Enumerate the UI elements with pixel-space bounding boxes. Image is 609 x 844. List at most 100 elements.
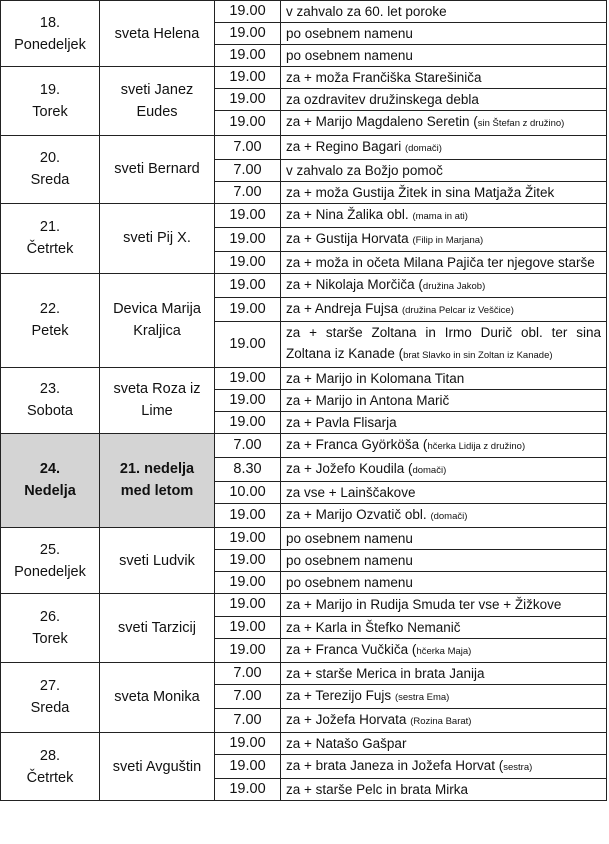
mass-row: 7.00 za + moža Gustija Žitek in sina Matj…	[1, 180, 607, 204]
mass-time: 19.00	[214, 202, 281, 228]
mass-row: 21. Četrtek sveti Pij X. 19.00 za + Nina Žal…	[0, 202, 607, 275]
day-cell: 22. Petek	[0, 273, 100, 368]
day-weekday: Nedelja	[24, 483, 76, 500]
mass-intention: za + Gustija Horvata	[286, 230, 413, 246]
mass-intention: za + Andreja Fujsa	[286, 301, 402, 317]
mass-row: 8.30 za + Jožefo Koudila (domači)	[1, 456, 607, 482]
mass-intention: za + Marijo in Kolomana Titan	[286, 370, 465, 386]
mass-time: 19.00	[214, 44, 281, 68]
mass-row: 24. Nedelja 21. nedelja med letom 7.00 za + …	[0, 432, 607, 529]
mass-intention-cell: za + Franca Györköša (hčerka Lidija z dr…	[280, 432, 607, 458]
mass-intention: za + moža Frančiška Starešiniča	[286, 70, 482, 86]
mass-note: (družina Pelcar iz Veščice)	[401, 305, 514, 317]
mass-row: 19.00 za + Marijo Magdaleno Seretin (sin …	[1, 110, 607, 136]
mass-time: 19.00	[214, 321, 281, 368]
mass-intention-cell: po osebnem namenu	[280, 571, 607, 595]
day-weekday: Sobota	[27, 403, 73, 420]
mass-row: 19.00 za + starše Pelc in brata Mirka	[1, 778, 607, 802]
mass-row: 20. Sreda sveti Bernard 7.00 za + Regino Bag…	[0, 134, 607, 204]
mass-time: 19.00	[214, 251, 281, 275]
mass-intention-cell: za + Nina Žalika obl. (mama in ati)	[280, 202, 607, 228]
mass-time: 19.00	[214, 0, 281, 24]
mass-intention: za + moža in očeta Milana Pajiča ter nje…	[286, 255, 595, 271]
mass-intention: za + moža Gustija Žitek in sina Matjaža …	[286, 184, 555, 200]
mass-time: 10.00	[214, 480, 281, 505]
day-cell: 19. Torek	[0, 66, 100, 136]
mass-note: brat Slavko in sin Zoltan iz Kanade)	[403, 350, 553, 362]
saint-cell: sveti Janez Eudes	[99, 66, 215, 136]
mass-row: 19.00 za + Gustija Horvata (Filip in Marj…	[1, 226, 607, 253]
mass-intention: za + Marijo Ozvatič obl.	[286, 507, 431, 523]
mass-intention: po osebnem namenu	[286, 48, 413, 64]
mass-note: (mama in ati)	[412, 210, 468, 222]
day-cell: 21. Četrtek	[0, 202, 100, 275]
mass-note: hčerka Maja)	[416, 645, 472, 657]
saint-cell: sveta Helena	[99, 0, 215, 68]
saint-cell: Devica Marija Kraljica	[99, 273, 215, 368]
mass-intention: za + Jožefa Horvata	[286, 711, 411, 727]
mass-row: 27. Sreda sveta Monika 7.00 za + starše Meri…	[0, 661, 607, 734]
day-date: 20.	[39, 150, 61, 167]
mass-intention-cell: za + Jožefa Horvata (Rozina Barat)	[280, 707, 607, 734]
day-cell: 26. Torek	[0, 593, 100, 663]
mass-intention: za + Terezijo Fujs	[286, 687, 395, 703]
mass-row: 25. Ponedeljek sveti Ludvik 19.00 po osebnem…	[0, 527, 607, 595]
mass-time: 19.00	[214, 754, 281, 780]
day-date: 21.	[39, 219, 61, 236]
mass-intention: za + Franca Györköša (	[286, 436, 428, 452]
mass-row: 19.00 za + starše Zoltana in Irmo Durič o…	[1, 321, 607, 368]
day-date: 28.	[39, 747, 61, 764]
mass-intention: po osebnem namenu	[286, 553, 413, 569]
mass-schedule-table: 18. Ponedeljek sveta Helena 19.00 v zahvalo …	[0, 0, 607, 802]
mass-time: 19.00	[214, 22, 281, 46]
mass-row: 19.00 za + Marijo Ozvatič obl. (domači)	[1, 503, 607, 529]
mass-intention-cell: za + moža Gustija Žitek in sina Matjaža …	[280, 180, 607, 204]
mass-row: 19. Torek sveti Janez Eudes 19.00 za + moža …	[0, 66, 607, 136]
mass-row: 19.00 za + Karla in Štefko Nemanič	[1, 615, 607, 639]
mass-row: 22. Petek Devica Marija Kraljica 19.00 za + …	[0, 273, 607, 368]
saint-cell: 21. nedelja med letom	[99, 432, 215, 529]
mass-row: 7.00 za + Terezijo Fujs (sestra Ema)	[1, 683, 607, 709]
mass-row: 19.00 po osebnem namenu	[1, 44, 607, 68]
mass-intention-cell: za + Pavla Flisarja	[280, 410, 607, 434]
mass-time: 7.00	[214, 707, 281, 734]
mass-note: (domači)	[404, 142, 442, 154]
mass-row: 19.00 za ozdravitev družinskega debla	[1, 88, 607, 112]
day-cell: 24. Nedelja	[0, 432, 100, 529]
mass-time: 19.00	[214, 410, 281, 434]
mass-time: 19.00	[214, 297, 281, 323]
mass-time: 7.00	[214, 661, 281, 685]
mass-time: 19.00	[214, 110, 281, 136]
day-weekday: Sreda	[30, 172, 70, 189]
saint-cell: sveta Monika	[99, 661, 215, 734]
mass-row: 19.00 po osebnem namenu	[1, 549, 607, 573]
day-date: 18.	[39, 14, 61, 31]
mass-time: 19.00	[214, 571, 281, 595]
mass-time: 19.00	[214, 388, 281, 412]
day-weekday: Torek	[32, 631, 68, 648]
mass-intention-cell: za + Marijo Magdaleno Seretin (sin Štefa…	[280, 110, 607, 136]
mass-row: 26. Torek sveti Tarzicij 19.00 za + Marijo i…	[0, 593, 607, 663]
mass-intention: za + Marijo in Antona Marič	[286, 392, 450, 408]
mass-intention: za + Marijo in Rudija Smuda ter vse + Ži…	[286, 597, 562, 613]
saint-cell: sveti Avguštin	[99, 731, 215, 802]
mass-intention-cell: za + Franca Vučkiča (hčerka Maja)	[280, 637, 607, 663]
mass-time: 19.00	[214, 593, 281, 617]
mass-time: 7.00	[214, 683, 281, 709]
mass-intention: za ozdravitev družinskega debla	[286, 92, 479, 108]
mass-intention: za + Natašo Gašpar	[286, 736, 407, 751]
day-weekday: Petek	[31, 323, 69, 340]
schedule-body: 18. Ponedeljek sveta Helena 19.00 v zahvalo …	[0, 0, 607, 802]
mass-row: 19.00 za + brata Janeza in Jožefa Horvat …	[1, 754, 607, 780]
day-date: 23.	[39, 381, 61, 398]
mass-time: 19.00	[214, 615, 281, 639]
mass-row: 19.00 za + moža in očeta Milana Pajiča te…	[1, 251, 607, 275]
mass-intention-cell: za + Marijo in Kolomana Titan	[280, 366, 607, 390]
day-cell: 28. Četrtek	[0, 731, 100, 802]
mass-row: 19.00 za + Franca Vučkiča (hčerka Maja)	[1, 637, 607, 663]
mass-note: hčerka Lidija z družino)	[427, 440, 526, 452]
mass-time: 7.00	[214, 432, 281, 458]
mass-intention: za vse + Lainščakove	[286, 484, 416, 500]
mass-intention-cell: po osebnem namenu	[280, 549, 607, 573]
mass-intention-cell: za + Nikolaja Morčiča (družina Jakob)	[280, 273, 607, 299]
